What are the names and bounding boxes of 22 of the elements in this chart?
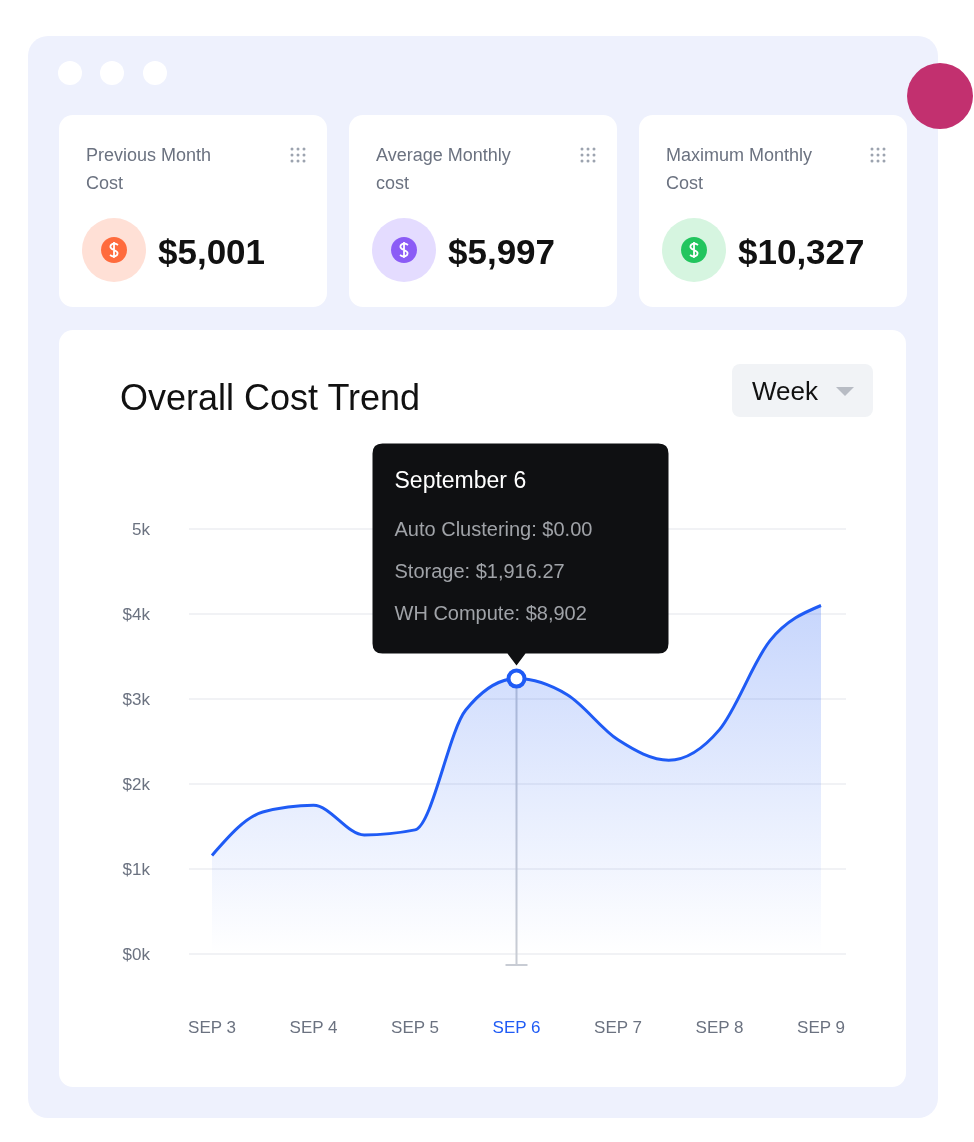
text: $5,997 — [448, 232, 556, 271]
text: Average Monthly cost — [376, 145, 511, 193]
text: Maximum Monthly Cost — [666, 145, 813, 193]
y-tick-label: $1k — [122, 859, 151, 879]
text: Week — [752, 376, 819, 406]
y-tick-label: $0k — [122, 944, 151, 964]
x-tick-label: SEP 5 — [391, 1018, 439, 1037]
y-tick-label: $2k — [122, 774, 151, 794]
text: $5,001 — [158, 232, 266, 271]
chart-title: Overall Cost Trend — [120, 377, 421, 418]
x-tick-label: SEP 4 — [289, 1018, 338, 1037]
x-tick-label: SEP 9 — [797, 1018, 845, 1037]
x-tick-label: SEP 8 — [695, 1018, 744, 1037]
annotation: September 6 Auto Clustering: $0.00 Storage: $1,916.27 WH Compute: $8,902 — [394, 466, 593, 624]
x-tick-label: SEP 7 — [594, 1018, 642, 1037]
text: Previous Month Cost — [86, 145, 212, 193]
y-tick-label: 5k — [132, 519, 151, 539]
x-tick-label: SEP 3 — [188, 1018, 236, 1037]
text: $10,327 — [738, 232, 865, 271]
y-tick-label: $4k — [122, 604, 151, 624]
y-tick-label: $3k — [122, 689, 151, 709]
x-tick-label: SEP 6 — [492, 1018, 541, 1037]
